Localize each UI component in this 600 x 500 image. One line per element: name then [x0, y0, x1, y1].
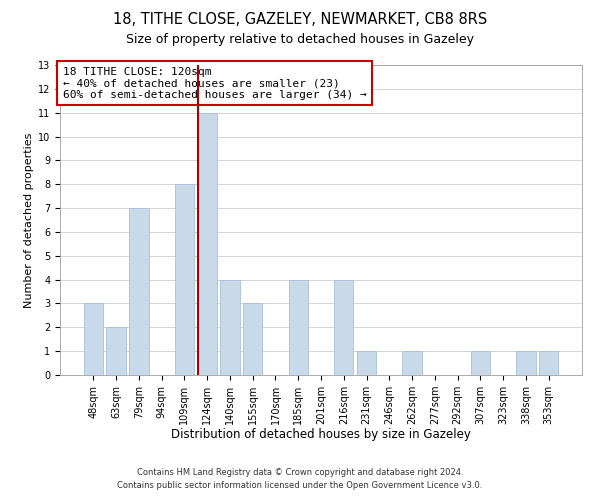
Bar — [539, 351, 558, 375]
Text: Size of property relative to detached houses in Gazeley: Size of property relative to detached ho… — [126, 32, 474, 46]
Bar — [175, 184, 194, 375]
Text: 18, TITHE CLOSE, GAZELEY, NEWMARKET, CB8 8RS: 18, TITHE CLOSE, GAZELEY, NEWMARKET, CB8… — [113, 12, 487, 28]
Bar — [197, 112, 217, 375]
Bar — [129, 208, 149, 375]
Y-axis label: Number of detached properties: Number of detached properties — [24, 132, 34, 308]
Bar — [516, 351, 536, 375]
Bar — [220, 280, 239, 375]
Bar — [334, 280, 353, 375]
Bar — [289, 280, 308, 375]
Bar — [357, 351, 376, 375]
Bar — [470, 351, 490, 375]
Bar — [84, 304, 103, 375]
Text: 18 TITHE CLOSE: 120sqm
← 40% of detached houses are smaller (23)
60% of semi-det: 18 TITHE CLOSE: 120sqm ← 40% of detached… — [62, 66, 367, 100]
X-axis label: Distribution of detached houses by size in Gazeley: Distribution of detached houses by size … — [171, 428, 471, 442]
Bar — [243, 304, 262, 375]
Text: Contains HM Land Registry data © Crown copyright and database right 2024.
Contai: Contains HM Land Registry data © Crown c… — [118, 468, 482, 490]
Bar — [106, 328, 126, 375]
Bar — [403, 351, 422, 375]
